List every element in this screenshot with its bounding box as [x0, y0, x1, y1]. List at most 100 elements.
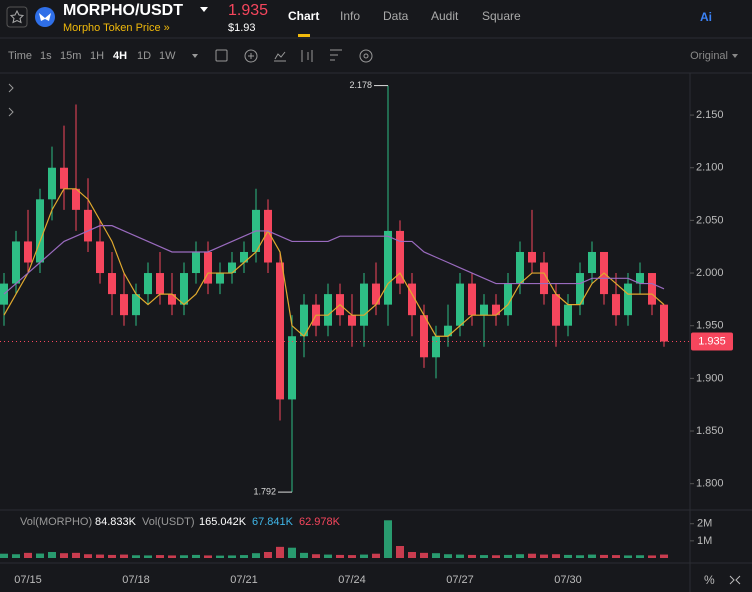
high-label: 2.178 — [349, 80, 372, 90]
interval[interactable]: Time — [8, 50, 32, 62]
volume-bar — [468, 554, 476, 558]
tab[interactable]: Square — [482, 9, 521, 23]
candle-body — [276, 262, 284, 400]
volume-bar — [396, 546, 404, 558]
ai-button[interactable]: Ai — [700, 10, 712, 24]
volume-legend: 62.978K — [299, 516, 341, 528]
active-tab-indicator — [298, 34, 310, 37]
y-tick-label: 2.150 — [696, 109, 724, 121]
percent-toggle[interactable]: % — [704, 573, 715, 587]
candle-body — [48, 167, 56, 200]
volume-bar — [420, 552, 428, 558]
vol-tick-label: 2M — [697, 518, 712, 530]
toolbar-icons — [8, 49, 373, 117]
tab[interactable]: Chart — [288, 9, 319, 23]
candle-body — [180, 273, 188, 305]
x-tick-label: 07/24 — [338, 574, 366, 586]
volume-bar — [192, 554, 200, 558]
volume-bar — [264, 552, 272, 558]
volume-bar — [120, 554, 128, 558]
star-button[interactable] — [6, 6, 28, 28]
candle-body — [516, 251, 524, 284]
volume-legend: 165.042K — [199, 516, 247, 528]
tab[interactable]: Audit — [431, 9, 459, 23]
volume-bar — [108, 554, 116, 558]
candle-body — [24, 241, 32, 263]
volume-bar — [84, 554, 92, 558]
interval[interactable]: 15m — [60, 50, 81, 62]
volume-legend: Vol(MORPHO) — [20, 516, 92, 528]
interval[interactable]: 1H — [90, 50, 104, 62]
volume-bar — [276, 546, 284, 558]
y-tick-label: 2.100 — [696, 162, 724, 174]
candle-body — [72, 188, 80, 210]
tab[interactable]: Info — [340, 9, 360, 23]
candle-body — [528, 251, 536, 263]
interval[interactable]: 1D — [137, 50, 151, 62]
volume-legend: Vol(USDT) — [142, 516, 195, 528]
interval[interactable]: 4H — [113, 50, 127, 62]
subtitle[interactable]: Morpho Token Price » — [63, 22, 170, 34]
candle-body — [156, 273, 164, 295]
last-price-box — [691, 332, 733, 351]
volume-bar — [444, 554, 452, 558]
volume-bar — [576, 555, 584, 558]
volume-bar — [336, 554, 344, 558]
volume-bar — [216, 555, 224, 558]
volume-bar — [168, 555, 176, 558]
candle-body — [108, 273, 116, 295]
x-tick-label: 07/27 — [446, 574, 474, 586]
candle-body — [324, 294, 332, 326]
volume-bar — [156, 555, 164, 558]
volume-bar — [636, 555, 644, 558]
price: 1.935 — [228, 2, 268, 19]
volume-bar — [300, 552, 308, 558]
volume-bar — [552, 554, 560, 558]
candle-body — [648, 273, 656, 305]
y-tick-label: 1.950 — [696, 320, 724, 332]
volume-bar — [480, 555, 488, 558]
volume-bar — [288, 547, 296, 558]
candle-body — [504, 283, 512, 316]
candle-body — [624, 283, 632, 316]
candle-body — [564, 304, 572, 326]
volume-bar — [648, 555, 656, 558]
volume-bar — [312, 554, 320, 558]
dropdown[interactable] — [732, 54, 738, 58]
volume-bar — [372, 553, 380, 558]
volume-bar — [12, 554, 20, 558]
volume-bar — [504, 554, 512, 558]
candle-body — [468, 283, 476, 316]
moving-average — [3, 188, 665, 338]
expand-icon[interactable] — [729, 575, 741, 585]
interval[interactable]: 1s — [40, 50, 52, 62]
interval[interactable]: 1W — [159, 50, 176, 62]
candle-body — [540, 262, 548, 295]
volume-bar — [408, 552, 416, 558]
candle-body — [444, 325, 452, 337]
volume-legend: 84.833K — [95, 516, 137, 528]
candle-body — [576, 273, 584, 305]
candle-body — [492, 304, 500, 316]
candle-body — [552, 294, 560, 326]
price-mode[interactable]: Original — [690, 50, 728, 62]
candle-body — [384, 230, 392, 305]
volume-bar — [564, 554, 572, 558]
vol-tick-label: 1M — [697, 535, 712, 547]
tab[interactable]: Data — [383, 9, 409, 23]
dropdown[interactable] — [200, 7, 208, 12]
candle-body — [396, 230, 404, 284]
volume-bar — [324, 554, 332, 558]
volume-bar — [516, 554, 524, 558]
star-icon — [9, 9, 25, 24]
volume-bar — [180, 555, 188, 558]
volume-bar — [456, 554, 464, 558]
candle-body — [612, 294, 620, 316]
volume-bar — [384, 520, 392, 558]
candle-body — [456, 283, 464, 326]
candle-body — [12, 241, 20, 284]
volume-bar — [144, 555, 152, 558]
volume-bar — [348, 555, 356, 558]
